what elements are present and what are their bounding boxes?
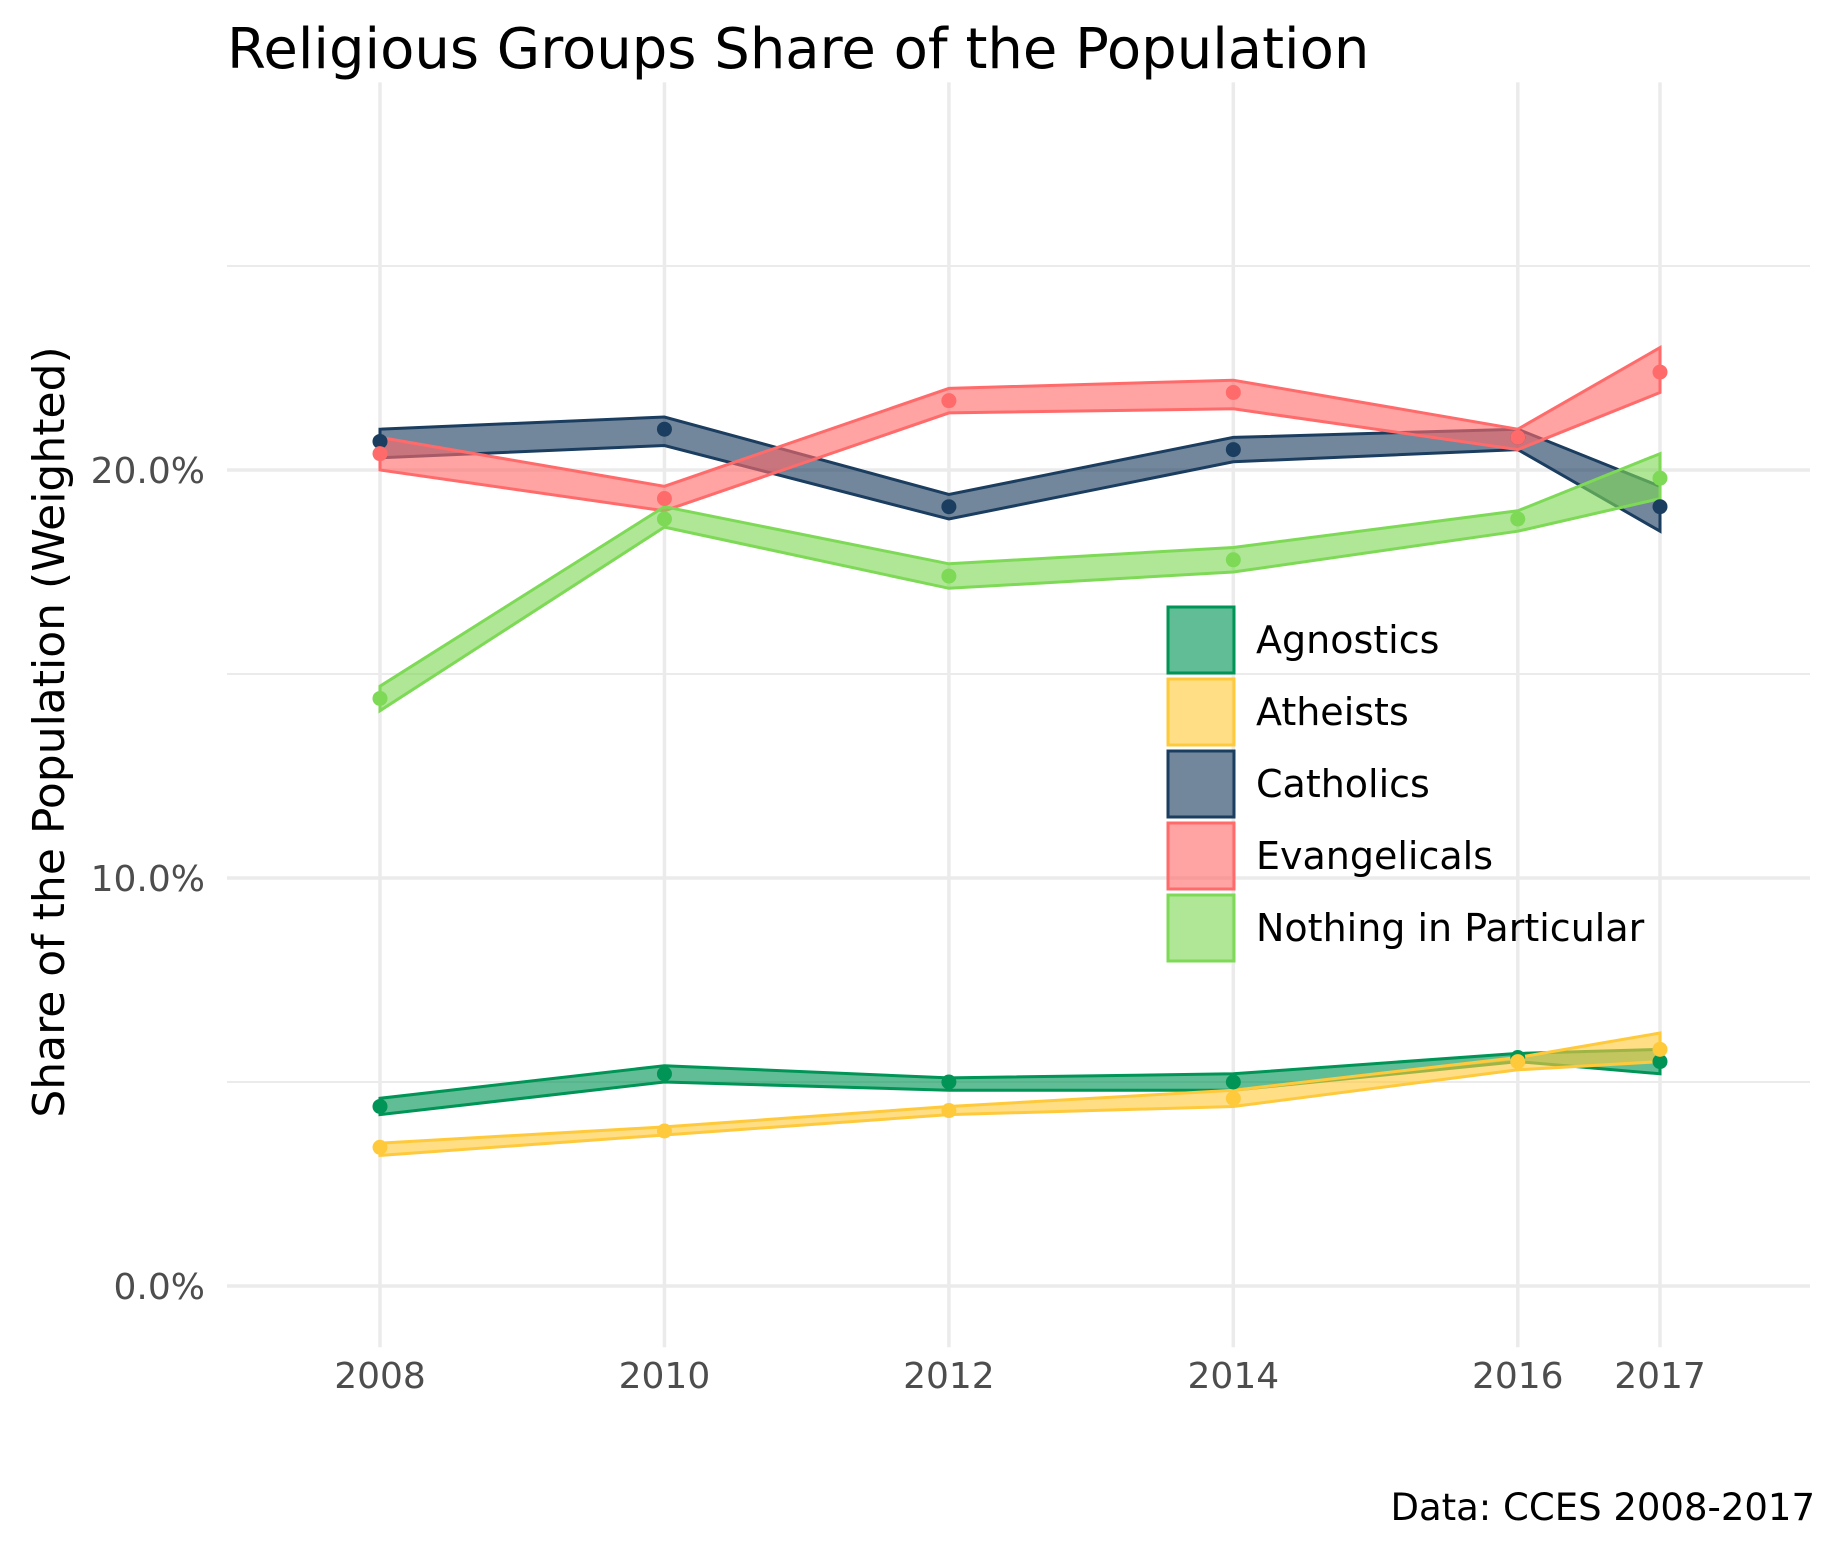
point-atheists	[656, 1123, 672, 1139]
grid-lines	[227, 82, 1810, 1348]
legend-key-nothing-in-particular	[1166, 893, 1236, 963]
x-tick-label: 2016	[1472, 1356, 1564, 1397]
point-atheists	[1652, 1041, 1668, 1057]
legend-label: Atheists	[1256, 690, 1409, 734]
legend-key-catholics	[1166, 749, 1236, 819]
y-tick-label: 20.0%	[91, 451, 205, 492]
point-evangelicals	[656, 491, 672, 507]
point-atheists	[372, 1139, 388, 1155]
y-tick-label: 10.0%	[91, 859, 205, 900]
legend: Agnostics Atheists Catholics Evangelicals No…	[1166, 605, 1645, 963]
data-points	[372, 364, 1668, 1155]
point-nothing-in-particular	[656, 511, 672, 527]
point-evangelicals	[1225, 384, 1241, 400]
point-agnostics	[656, 1066, 672, 1082]
point-nothing-in-particular	[372, 690, 388, 706]
legend-label: Nothing in Particular	[1256, 906, 1645, 950]
point-catholics	[1225, 442, 1241, 458]
x-tick-label: 2008	[334, 1356, 426, 1397]
ribbon-atheists	[378, 1031, 1662, 1158]
chart-caption: Data: CCES 2008-2017	[1390, 1486, 1815, 1529]
point-atheists	[1510, 1054, 1526, 1070]
point-evangelicals	[1510, 429, 1526, 445]
x-tick-label: 2010	[619, 1356, 711, 1397]
chart-title: Religious Groups Share of the Population	[227, 17, 1369, 82]
legend-label: Evangelicals	[1256, 834, 1493, 878]
legend-label: Agnostics	[1256, 618, 1439, 662]
ribbon-catholics	[378, 415, 1662, 534]
point-nothing-in-particular	[1225, 552, 1241, 568]
legend-key-evangelicals	[1166, 821, 1236, 891]
point-atheists	[941, 1103, 957, 1119]
legend-label: Catholics	[1256, 762, 1430, 806]
legend-key-atheists	[1166, 677, 1236, 747]
y-axis-title: Share of the Population (Weighted)	[24, 346, 75, 1117]
point-nothing-in-particular	[1510, 511, 1526, 527]
point-agnostics	[1225, 1074, 1241, 1090]
ribbon-nothing-in-particular	[378, 451, 1662, 714]
x-tick-label: 2017	[1614, 1356, 1706, 1397]
x-tick-label: 2012	[903, 1356, 995, 1397]
point-agnostics	[372, 1098, 388, 1114]
point-catholics	[1652, 499, 1668, 515]
point-catholics	[941, 499, 957, 515]
point-agnostics	[941, 1074, 957, 1090]
y-tick-label: 0.0%	[114, 1267, 205, 1308]
point-nothing-in-particular	[941, 568, 957, 584]
point-agnostics	[1652, 1054, 1668, 1070]
point-evangelicals	[372, 446, 388, 462]
legend-key-agnostics	[1166, 605, 1236, 675]
x-tick-label: 2014	[1188, 1356, 1280, 1397]
point-evangelicals	[941, 393, 957, 409]
point-nothing-in-particular	[1652, 470, 1668, 486]
point-catholics	[656, 421, 672, 437]
point-evangelicals	[1652, 364, 1668, 380]
axis-tick-labels: 0.0% 10.0% 20.0% 2008 2010 2012 2014 2016 2017	[91, 451, 1706, 1397]
point-catholics	[372, 433, 388, 449]
point-atheists	[1225, 1090, 1241, 1106]
